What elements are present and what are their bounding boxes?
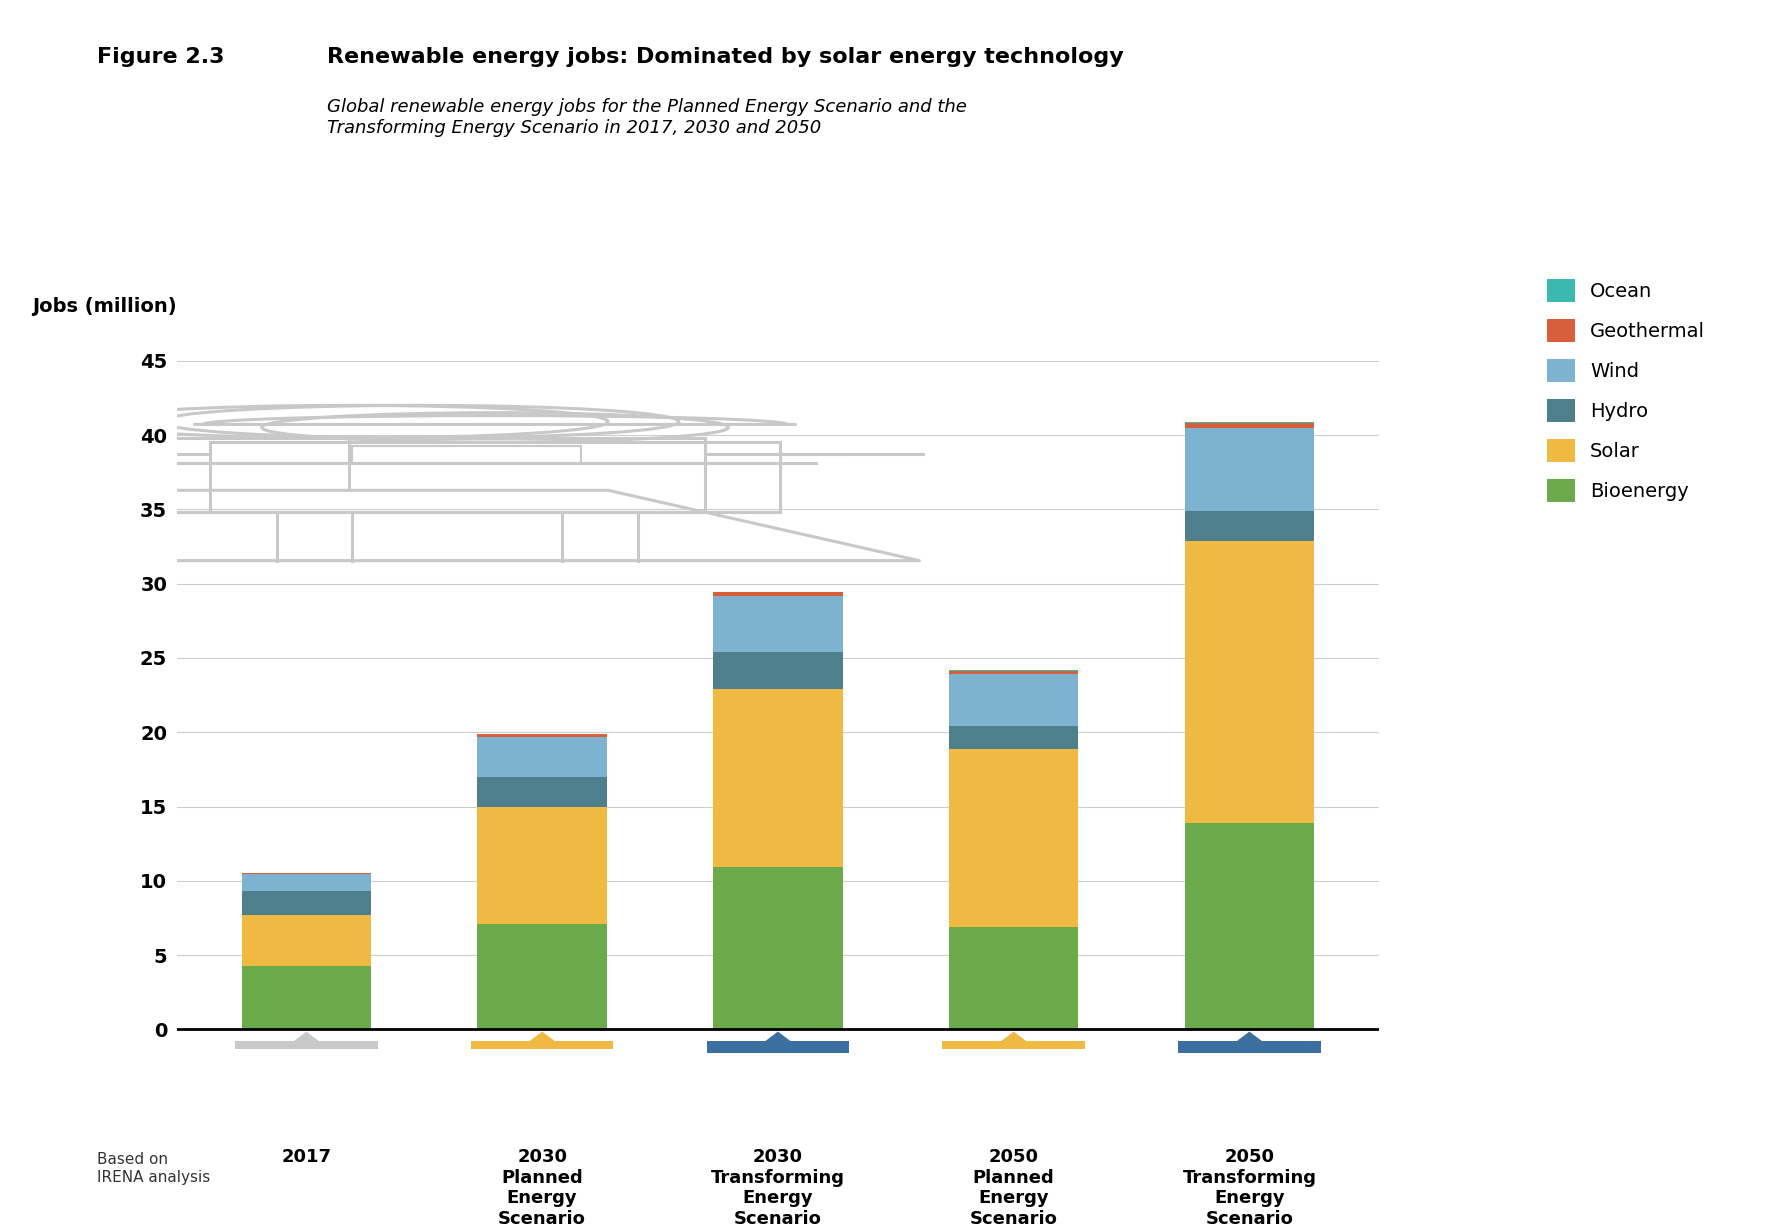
Bar xyxy=(352,445,580,463)
Bar xyxy=(242,873,371,874)
Bar xyxy=(477,733,606,737)
Bar xyxy=(242,874,371,891)
Polygon shape xyxy=(530,1032,553,1041)
Bar xyxy=(713,592,843,596)
Polygon shape xyxy=(1238,1032,1261,1041)
Text: Jobs (million): Jobs (million) xyxy=(32,298,177,316)
Bar xyxy=(949,674,1078,726)
Bar xyxy=(470,1041,613,1048)
Bar xyxy=(707,1041,849,1053)
Bar xyxy=(477,807,606,924)
Bar xyxy=(1185,511,1314,541)
Bar xyxy=(949,749,1078,927)
Bar xyxy=(949,726,1078,749)
Bar xyxy=(477,777,606,807)
Text: Global renewable energy jobs for the Planned Energy Scenario and the
Transformin: Global renewable energy jobs for the Pla… xyxy=(327,98,967,137)
Polygon shape xyxy=(766,1032,790,1041)
Bar xyxy=(477,924,606,1030)
Legend: Ocean, Geothermal, Wind, Hydro, Solar, Bioenergy: Ocean, Geothermal, Wind, Hydro, Solar, B… xyxy=(1547,280,1706,501)
Bar xyxy=(477,737,606,777)
Bar xyxy=(1177,1041,1321,1053)
Bar xyxy=(1185,422,1314,423)
Polygon shape xyxy=(295,1032,318,1041)
Bar xyxy=(949,927,1078,1030)
Bar xyxy=(242,915,371,966)
Bar xyxy=(713,652,843,689)
Bar xyxy=(1185,823,1314,1030)
Text: Based on
IRENA analysis: Based on IRENA analysis xyxy=(97,1152,210,1184)
Bar xyxy=(242,966,371,1030)
Bar xyxy=(1185,428,1314,511)
Bar xyxy=(713,689,843,868)
Bar xyxy=(942,1041,1086,1048)
Bar xyxy=(210,443,780,511)
Bar xyxy=(242,891,371,915)
Bar xyxy=(713,596,843,652)
Bar xyxy=(949,671,1078,674)
Polygon shape xyxy=(1002,1032,1025,1041)
Bar xyxy=(235,1041,378,1048)
Bar xyxy=(713,868,843,1030)
Bar xyxy=(1185,541,1314,823)
Bar xyxy=(134,438,705,511)
Text: Figure 2.3: Figure 2.3 xyxy=(97,47,225,66)
Bar xyxy=(1185,423,1314,428)
Text: Renewable energy jobs: Dominated by solar energy technology: Renewable energy jobs: Dominated by sola… xyxy=(327,47,1124,66)
